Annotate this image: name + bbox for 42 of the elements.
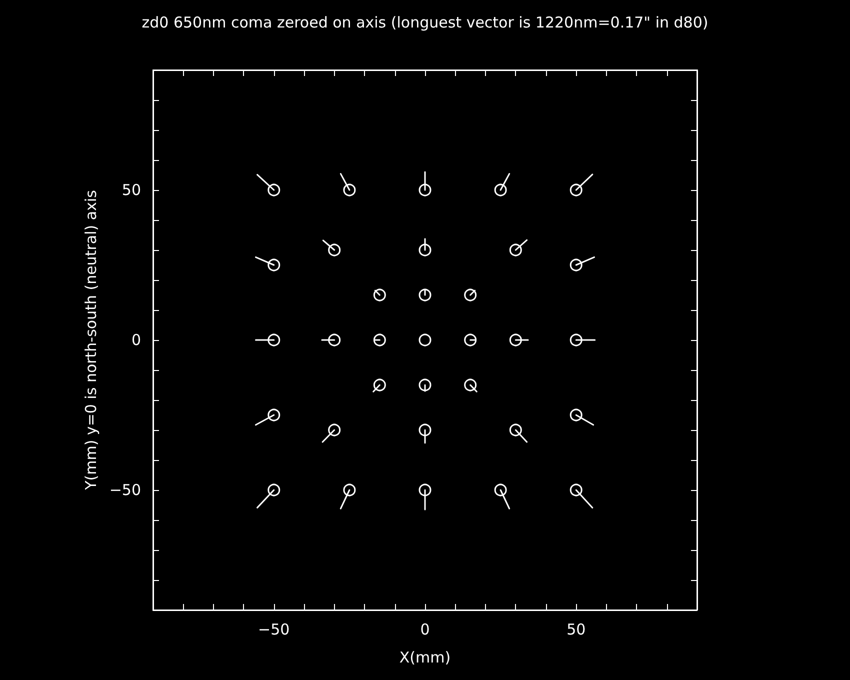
point <box>268 334 280 346</box>
point <box>494 184 507 196</box>
point <box>418 288 432 302</box>
point <box>464 378 477 392</box>
point <box>570 258 582 272</box>
point <box>268 184 280 196</box>
point <box>570 334 582 346</box>
x-tick-label: −50 <box>258 620 290 638</box>
point <box>509 334 522 346</box>
point <box>570 408 582 422</box>
chart-title: zd0 650nm coma zeroed on axis (longuest vector is 1220nm=0.17" in d80) <box>142 14 708 32</box>
point <box>373 378 386 392</box>
point <box>343 484 356 496</box>
x-tick-label: 50 <box>566 620 586 638</box>
point <box>343 184 356 196</box>
point <box>268 258 280 272</box>
point <box>570 184 582 196</box>
point <box>418 334 432 346</box>
point <box>464 334 477 346</box>
point <box>328 424 341 436</box>
point <box>373 334 386 346</box>
x-axis-title: X(mm) <box>399 648 451 666</box>
point <box>509 244 522 256</box>
point <box>418 424 432 436</box>
point <box>328 334 341 346</box>
y-tick-label: 50 <box>122 181 141 199</box>
y-tick-label: −50 <box>109 481 141 499</box>
point <box>464 288 477 302</box>
x-tick-label: 0 <box>420 620 430 638</box>
point <box>268 484 280 496</box>
point <box>509 424 522 436</box>
point <box>268 408 280 422</box>
y-tick-label: 0 <box>131 331 141 349</box>
point <box>418 484 432 496</box>
point <box>570 484 582 496</box>
point <box>328 244 341 256</box>
point <box>418 378 432 392</box>
point <box>494 484 507 496</box>
point <box>418 244 432 256</box>
y-axis-title: Y(mm) y=0 is north-south (neutral) axis <box>82 190 100 491</box>
point <box>373 288 386 302</box>
point <box>418 184 432 196</box>
